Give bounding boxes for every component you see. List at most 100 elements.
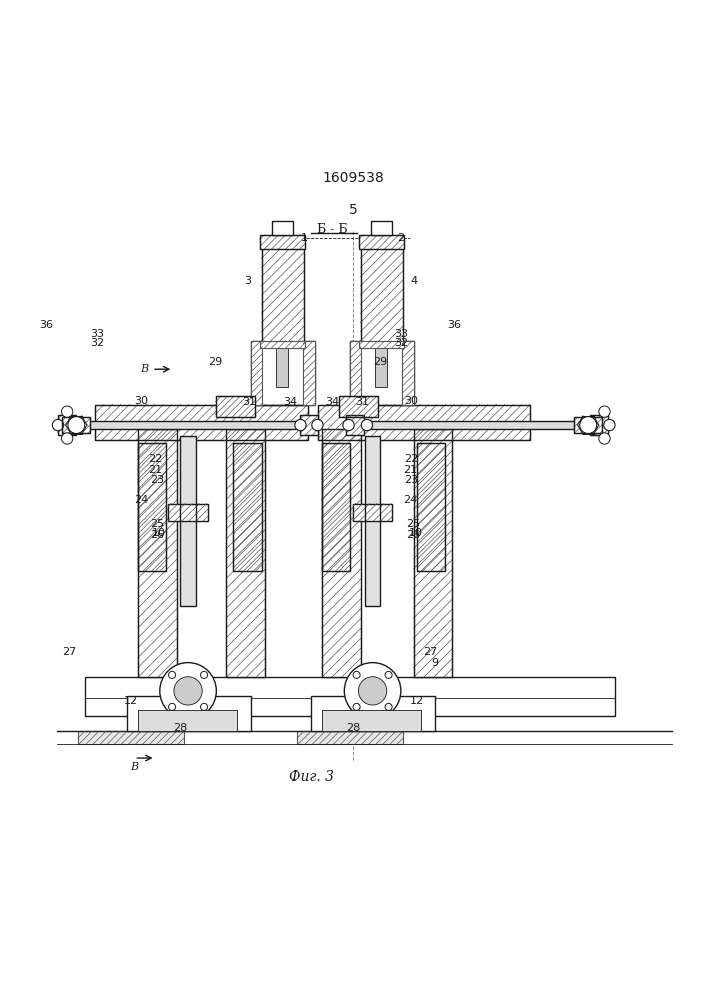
Bar: [226, 429, 265, 677]
Text: 29: 29: [373, 357, 387, 367]
Text: 1: 1: [300, 233, 308, 243]
Circle shape: [312, 419, 323, 431]
Bar: [138, 443, 166, 571]
Bar: [346, 415, 364, 435]
Bar: [78, 731, 184, 744]
Text: 32: 32: [395, 338, 409, 348]
Bar: [365, 436, 380, 606]
Text: 25: 25: [150, 519, 164, 529]
Circle shape: [358, 677, 387, 705]
Circle shape: [344, 663, 401, 719]
Circle shape: [201, 671, 208, 678]
Bar: [251, 341, 262, 405]
Bar: [226, 429, 265, 677]
Circle shape: [353, 671, 360, 678]
Bar: [95, 405, 308, 440]
Bar: [95, 405, 308, 440]
Text: 26: 26: [150, 530, 164, 540]
Bar: [590, 415, 608, 435]
Bar: [168, 504, 208, 521]
Text: 10: 10: [152, 528, 166, 538]
Text: 4: 4: [410, 276, 417, 286]
Bar: [138, 443, 166, 571]
Text: 28: 28: [173, 723, 187, 733]
Bar: [322, 429, 361, 677]
Text: В: В: [141, 364, 148, 374]
Text: 27: 27: [423, 647, 437, 657]
Text: 12: 12: [410, 696, 424, 706]
Circle shape: [599, 406, 610, 417]
Text: 12: 12: [124, 696, 138, 706]
Text: 23: 23: [404, 475, 419, 485]
Bar: [339, 396, 378, 417]
Bar: [353, 504, 392, 521]
Bar: [300, 415, 318, 435]
Bar: [180, 436, 196, 606]
Bar: [138, 710, 237, 731]
Bar: [127, 696, 251, 731]
Text: 5: 5: [349, 203, 358, 217]
Text: 2: 2: [397, 233, 404, 243]
Circle shape: [385, 671, 392, 678]
Bar: [138, 429, 177, 677]
Bar: [297, 731, 403, 744]
Bar: [251, 341, 315, 405]
Bar: [58, 415, 76, 435]
Text: 10: 10: [409, 528, 423, 538]
Text: 22: 22: [148, 454, 163, 464]
Bar: [272, 221, 293, 235]
Bar: [414, 429, 452, 677]
Circle shape: [353, 703, 360, 710]
Bar: [318, 405, 530, 440]
Circle shape: [71, 419, 82, 431]
Text: 31: 31: [242, 397, 256, 407]
Circle shape: [68, 417, 85, 434]
Text: 33: 33: [394, 329, 408, 339]
Circle shape: [295, 419, 306, 431]
Bar: [138, 429, 177, 677]
Text: 31: 31: [356, 397, 370, 407]
Bar: [354, 421, 601, 429]
Text: В: В: [130, 762, 139, 772]
Bar: [339, 396, 378, 417]
Circle shape: [604, 419, 615, 431]
Bar: [262, 245, 304, 344]
Circle shape: [201, 703, 208, 710]
Bar: [417, 443, 445, 571]
Text: 24: 24: [134, 495, 148, 505]
Bar: [260, 235, 305, 249]
Bar: [350, 341, 414, 405]
Bar: [260, 341, 305, 348]
Circle shape: [343, 419, 354, 431]
Bar: [216, 396, 255, 417]
Bar: [574, 417, 602, 433]
Circle shape: [599, 433, 610, 444]
Text: Б - Б: Б - Б: [317, 223, 348, 236]
Bar: [359, 341, 404, 348]
Bar: [361, 245, 403, 344]
Circle shape: [62, 433, 73, 444]
Text: 29: 29: [209, 357, 223, 367]
Text: 24: 24: [403, 495, 417, 505]
Circle shape: [385, 703, 392, 710]
Bar: [353, 504, 392, 521]
Text: 9: 9: [431, 658, 438, 668]
Bar: [322, 710, 421, 731]
Circle shape: [52, 419, 64, 431]
Bar: [311, 696, 435, 731]
Text: 30: 30: [134, 396, 148, 406]
Bar: [60, 421, 308, 429]
Bar: [322, 443, 350, 571]
Text: 3: 3: [244, 276, 251, 286]
Text: 32: 32: [90, 338, 105, 348]
Bar: [303, 341, 315, 405]
Bar: [322, 443, 350, 571]
Bar: [350, 341, 361, 405]
Text: 28: 28: [346, 723, 361, 733]
Text: Фиг. 3: Фиг. 3: [288, 770, 334, 784]
Bar: [85, 677, 615, 716]
Bar: [354, 421, 601, 429]
Circle shape: [174, 677, 202, 705]
Text: 34: 34: [325, 397, 339, 407]
Bar: [168, 504, 208, 521]
